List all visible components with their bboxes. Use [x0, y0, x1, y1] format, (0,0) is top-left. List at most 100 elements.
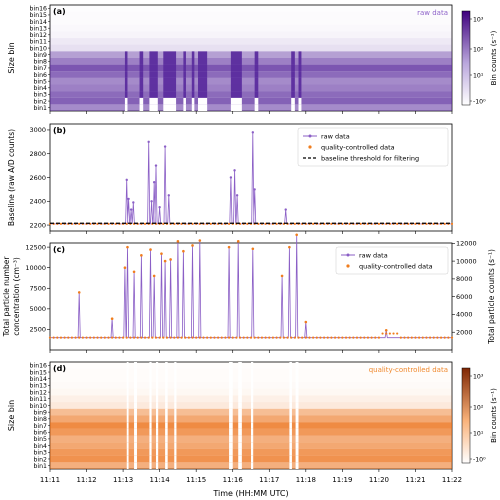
- qc-data-point: [140, 254, 143, 257]
- heatmap-gap: [126, 428, 129, 436]
- qc-data-point: [242, 336, 245, 339]
- heatmap-gap: [155, 448, 159, 456]
- raw-data-point: [167, 194, 170, 197]
- heatmap-gap: [229, 362, 233, 369]
- heatmap-gap: [295, 448, 299, 456]
- qc-data-point: [370, 336, 373, 339]
- heatmap-burst: [198, 91, 208, 98]
- heatmap-gap: [238, 362, 242, 369]
- heatmap-bin-row: [50, 58, 452, 65]
- qc-data-point: [293, 222, 296, 225]
- raw-data-point: [147, 140, 150, 144]
- heatmap-burst: [149, 104, 158, 111]
- qc-data-point: [236, 240, 240, 243]
- y-tick-label: 12500: [25, 243, 46, 251]
- heatmap-burst: [198, 64, 208, 72]
- heatmap-gap: [238, 448, 242, 456]
- x-tick-label: 11:12: [76, 476, 96, 484]
- qc-data-point: [85, 336, 88, 339]
- qc-data-point: [280, 274, 284, 278]
- qc-data-point: [264, 336, 267, 339]
- heatmap-burst: [230, 84, 242, 92]
- legend-box: [335, 246, 449, 275]
- heatmap-burst: [191, 77, 195, 85]
- heatmap-burst: [298, 51, 302, 58]
- qc-data-point: [297, 336, 300, 339]
- heatmap-qc: [50, 362, 452, 469]
- heatmap-gap: [155, 382, 159, 389]
- heatmap-gap: [134, 375, 137, 383]
- y-tick-label: bin7: [33, 423, 47, 430]
- qc-data-point: [149, 248, 152, 251]
- raw-data-point: [253, 188, 256, 191]
- heatmap-burst: [124, 91, 128, 98]
- qc-data-point: [381, 332, 384, 335]
- heatmap-gap: [251, 395, 254, 403]
- heatmap-burst: [298, 91, 302, 98]
- heatmap-burst: [254, 91, 259, 98]
- x-axis-label: Time (HH:MM UTC): [212, 489, 288, 498]
- qc-data-point: [147, 336, 150, 339]
- heatmap-burst: [163, 97, 177, 105]
- qc-data-point: [312, 336, 315, 339]
- y-tick-label-right: 10000: [456, 257, 477, 265]
- qc-data-point: [447, 336, 450, 339]
- panel-label: (a): [53, 7, 66, 16]
- heatmap-gap: [174, 462, 177, 469]
- y-axis-label: Size bin: [7, 400, 16, 431]
- heatmap-gap: [126, 395, 129, 403]
- x-tick-label: 11:14: [150, 476, 171, 484]
- heatmap-burst: [149, 51, 158, 58]
- legend-marker-qc: [308, 145, 312, 149]
- heatmap-gap: [134, 422, 137, 429]
- heatmap-burst: [254, 71, 259, 78]
- heatmap-gap: [295, 422, 299, 429]
- raw-data-point: [125, 178, 128, 182]
- heatmap-burst: [163, 51, 177, 58]
- heatmap-burst: [124, 58, 128, 65]
- heatmap-gap: [229, 462, 233, 469]
- qc-data-point: [410, 336, 413, 339]
- qc-data-point: [78, 222, 81, 225]
- heatmap-gap: [165, 448, 168, 456]
- y-tick-label: bin8: [33, 59, 47, 66]
- heatmap-gap: [295, 442, 299, 449]
- heatmap-burst: [291, 64, 295, 72]
- legend-box: [297, 127, 449, 167]
- heatmap-gap: [238, 435, 242, 443]
- qc-data-point: [125, 222, 128, 225]
- heatmap-gap: [229, 435, 233, 443]
- heatmap-gap: [251, 422, 254, 429]
- heatmap-gap: [155, 422, 159, 429]
- heatmap-gap: [165, 402, 168, 409]
- raw-data-line: [50, 132, 452, 225]
- qc-data-point: [231, 336, 234, 339]
- heatmap-burst: [230, 64, 242, 72]
- heatmap-gap: [229, 448, 233, 456]
- heatmap-gap: [251, 435, 254, 443]
- heatmap-gap: [174, 435, 177, 443]
- heatmap-burst: [139, 91, 144, 98]
- heatmap-gap: [155, 375, 159, 383]
- heatmap-gap: [238, 462, 242, 469]
- heatmap-gap: [174, 368, 177, 376]
- qc-data-point: [366, 336, 370, 339]
- heatmap-gap: [126, 362, 129, 369]
- y-tick-label: bin5: [33, 78, 47, 85]
- heatmap-gap: [134, 442, 137, 449]
- raw-data-point: [251, 131, 255, 134]
- qc-data-point: [81, 336, 84, 339]
- heatmap-gap: [289, 395, 292, 403]
- heatmap-gap: [295, 362, 299, 369]
- heatmap-gap: [238, 408, 242, 416]
- qc-data-point: [359, 222, 362, 225]
- qc-data-point: [132, 270, 136, 274]
- heatmap-gap: [149, 402, 152, 409]
- heatmap-burst: [291, 84, 295, 92]
- qc-data-point: [348, 336, 351, 339]
- colorbar-tick-label: -10⁰: [473, 98, 486, 105]
- heatmap-gap: [134, 435, 137, 443]
- heatmap-gap: [289, 455, 292, 463]
- y-tick-label: 10000: [25, 264, 46, 272]
- heatmap-burst: [191, 71, 195, 78]
